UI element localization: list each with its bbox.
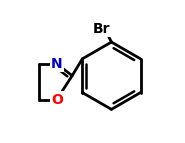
Text: Br: Br: [93, 22, 110, 36]
Text: N: N: [51, 57, 63, 71]
Text: O: O: [51, 93, 63, 107]
